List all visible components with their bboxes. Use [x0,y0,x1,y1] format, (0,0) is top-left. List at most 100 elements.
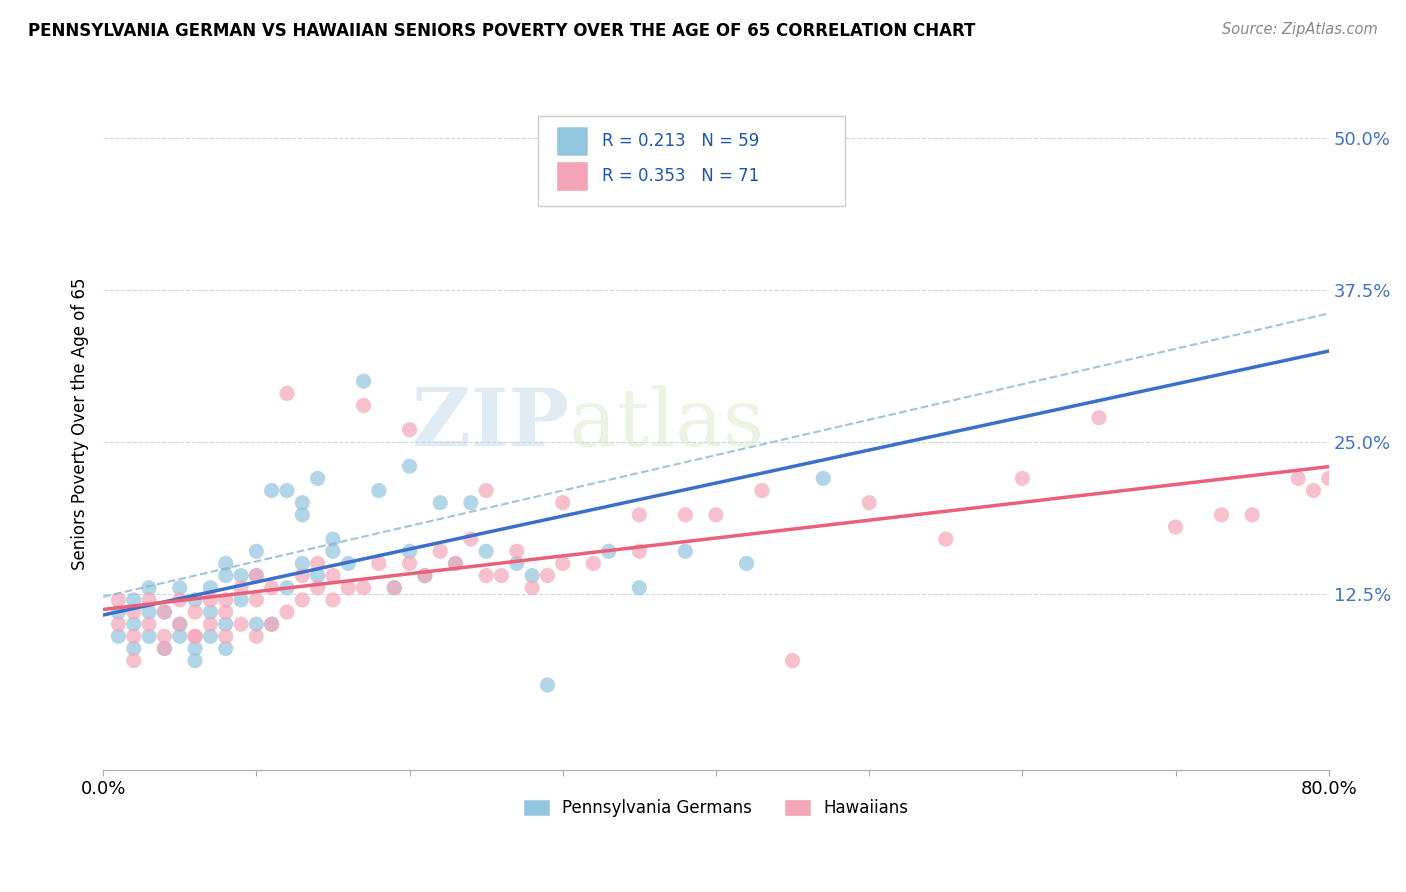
Point [184,641,207,656]
Point [475,568,498,582]
Text: atlas: atlas [569,384,763,463]
Point [628,544,651,558]
Point [367,557,389,571]
Point [138,605,160,619]
Point [429,496,451,510]
Point [382,581,405,595]
Point [506,557,529,571]
Point [291,568,314,582]
Point [153,641,176,656]
Point [353,581,375,595]
Point [138,617,160,632]
Point [307,471,329,485]
Point [291,496,314,510]
Point [184,605,207,619]
Point [184,654,207,668]
Point [245,568,267,582]
Point [215,641,238,656]
Point [1317,471,1340,485]
Point [475,483,498,498]
Point [1088,410,1111,425]
Point [215,605,238,619]
Point [536,568,558,582]
Point [107,617,129,632]
Text: Source: ZipAtlas.com: Source: ZipAtlas.com [1222,22,1378,37]
Point [307,557,329,571]
Point [429,544,451,558]
Point [153,605,176,619]
Point [153,641,176,656]
Point [444,557,467,571]
Point [276,605,298,619]
Point [628,508,651,522]
Point [245,629,267,643]
Point [169,581,191,595]
Point [673,544,696,558]
Point [122,641,145,656]
Point [337,581,360,595]
Point [184,593,207,607]
FancyBboxPatch shape [538,116,845,205]
Point [520,581,543,595]
Point [276,386,298,401]
Point [260,581,283,595]
Point [200,593,222,607]
Point [444,557,467,571]
Point [491,568,513,582]
Point [322,532,344,546]
Text: ZIP: ZIP [412,384,569,463]
Point [353,374,375,388]
Point [138,629,160,643]
Point [138,593,160,607]
Point [1286,471,1309,485]
Point [460,496,482,510]
Point [260,617,283,632]
Point [413,568,436,582]
Point [291,557,314,571]
Point [245,593,267,607]
Point [260,483,283,498]
Legend: Pennsylvania Germans, Hawaiians: Pennsylvania Germans, Hawaiians [517,793,915,824]
Point [367,483,389,498]
Point [291,508,314,522]
Point [628,581,651,595]
Point [184,629,207,643]
Point [200,617,222,632]
Point [184,629,207,643]
Point [353,399,375,413]
Point [322,544,344,558]
Point [169,617,191,632]
Point [107,629,129,643]
Point [1211,508,1233,522]
Point [506,544,529,558]
Point [858,496,880,510]
Point [169,593,191,607]
Point [229,617,252,632]
Point [245,544,267,558]
Text: R = 0.353   N = 71: R = 0.353 N = 71 [602,167,759,185]
Point [122,593,145,607]
Point [460,532,482,546]
Point [122,617,145,632]
Point [229,593,252,607]
Point [153,629,176,643]
Point [598,544,620,558]
Point [1011,471,1033,485]
Point [704,508,727,522]
Point [291,593,314,607]
Point [276,581,298,595]
Point [582,557,605,571]
Y-axis label: Seniors Poverty Over the Age of 65: Seniors Poverty Over the Age of 65 [72,277,89,570]
Point [782,654,804,668]
Point [169,617,191,632]
Point [169,629,191,643]
Point [382,581,405,595]
Point [229,568,252,582]
Point [200,605,222,619]
Point [1164,520,1187,534]
Point [398,544,420,558]
Point [337,557,360,571]
Point [215,629,238,643]
Point [138,581,160,595]
Point [935,532,957,546]
